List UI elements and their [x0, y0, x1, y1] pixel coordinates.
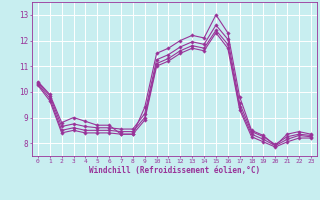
X-axis label: Windchill (Refroidissement éolien,°C): Windchill (Refroidissement éolien,°C)	[89, 166, 260, 175]
